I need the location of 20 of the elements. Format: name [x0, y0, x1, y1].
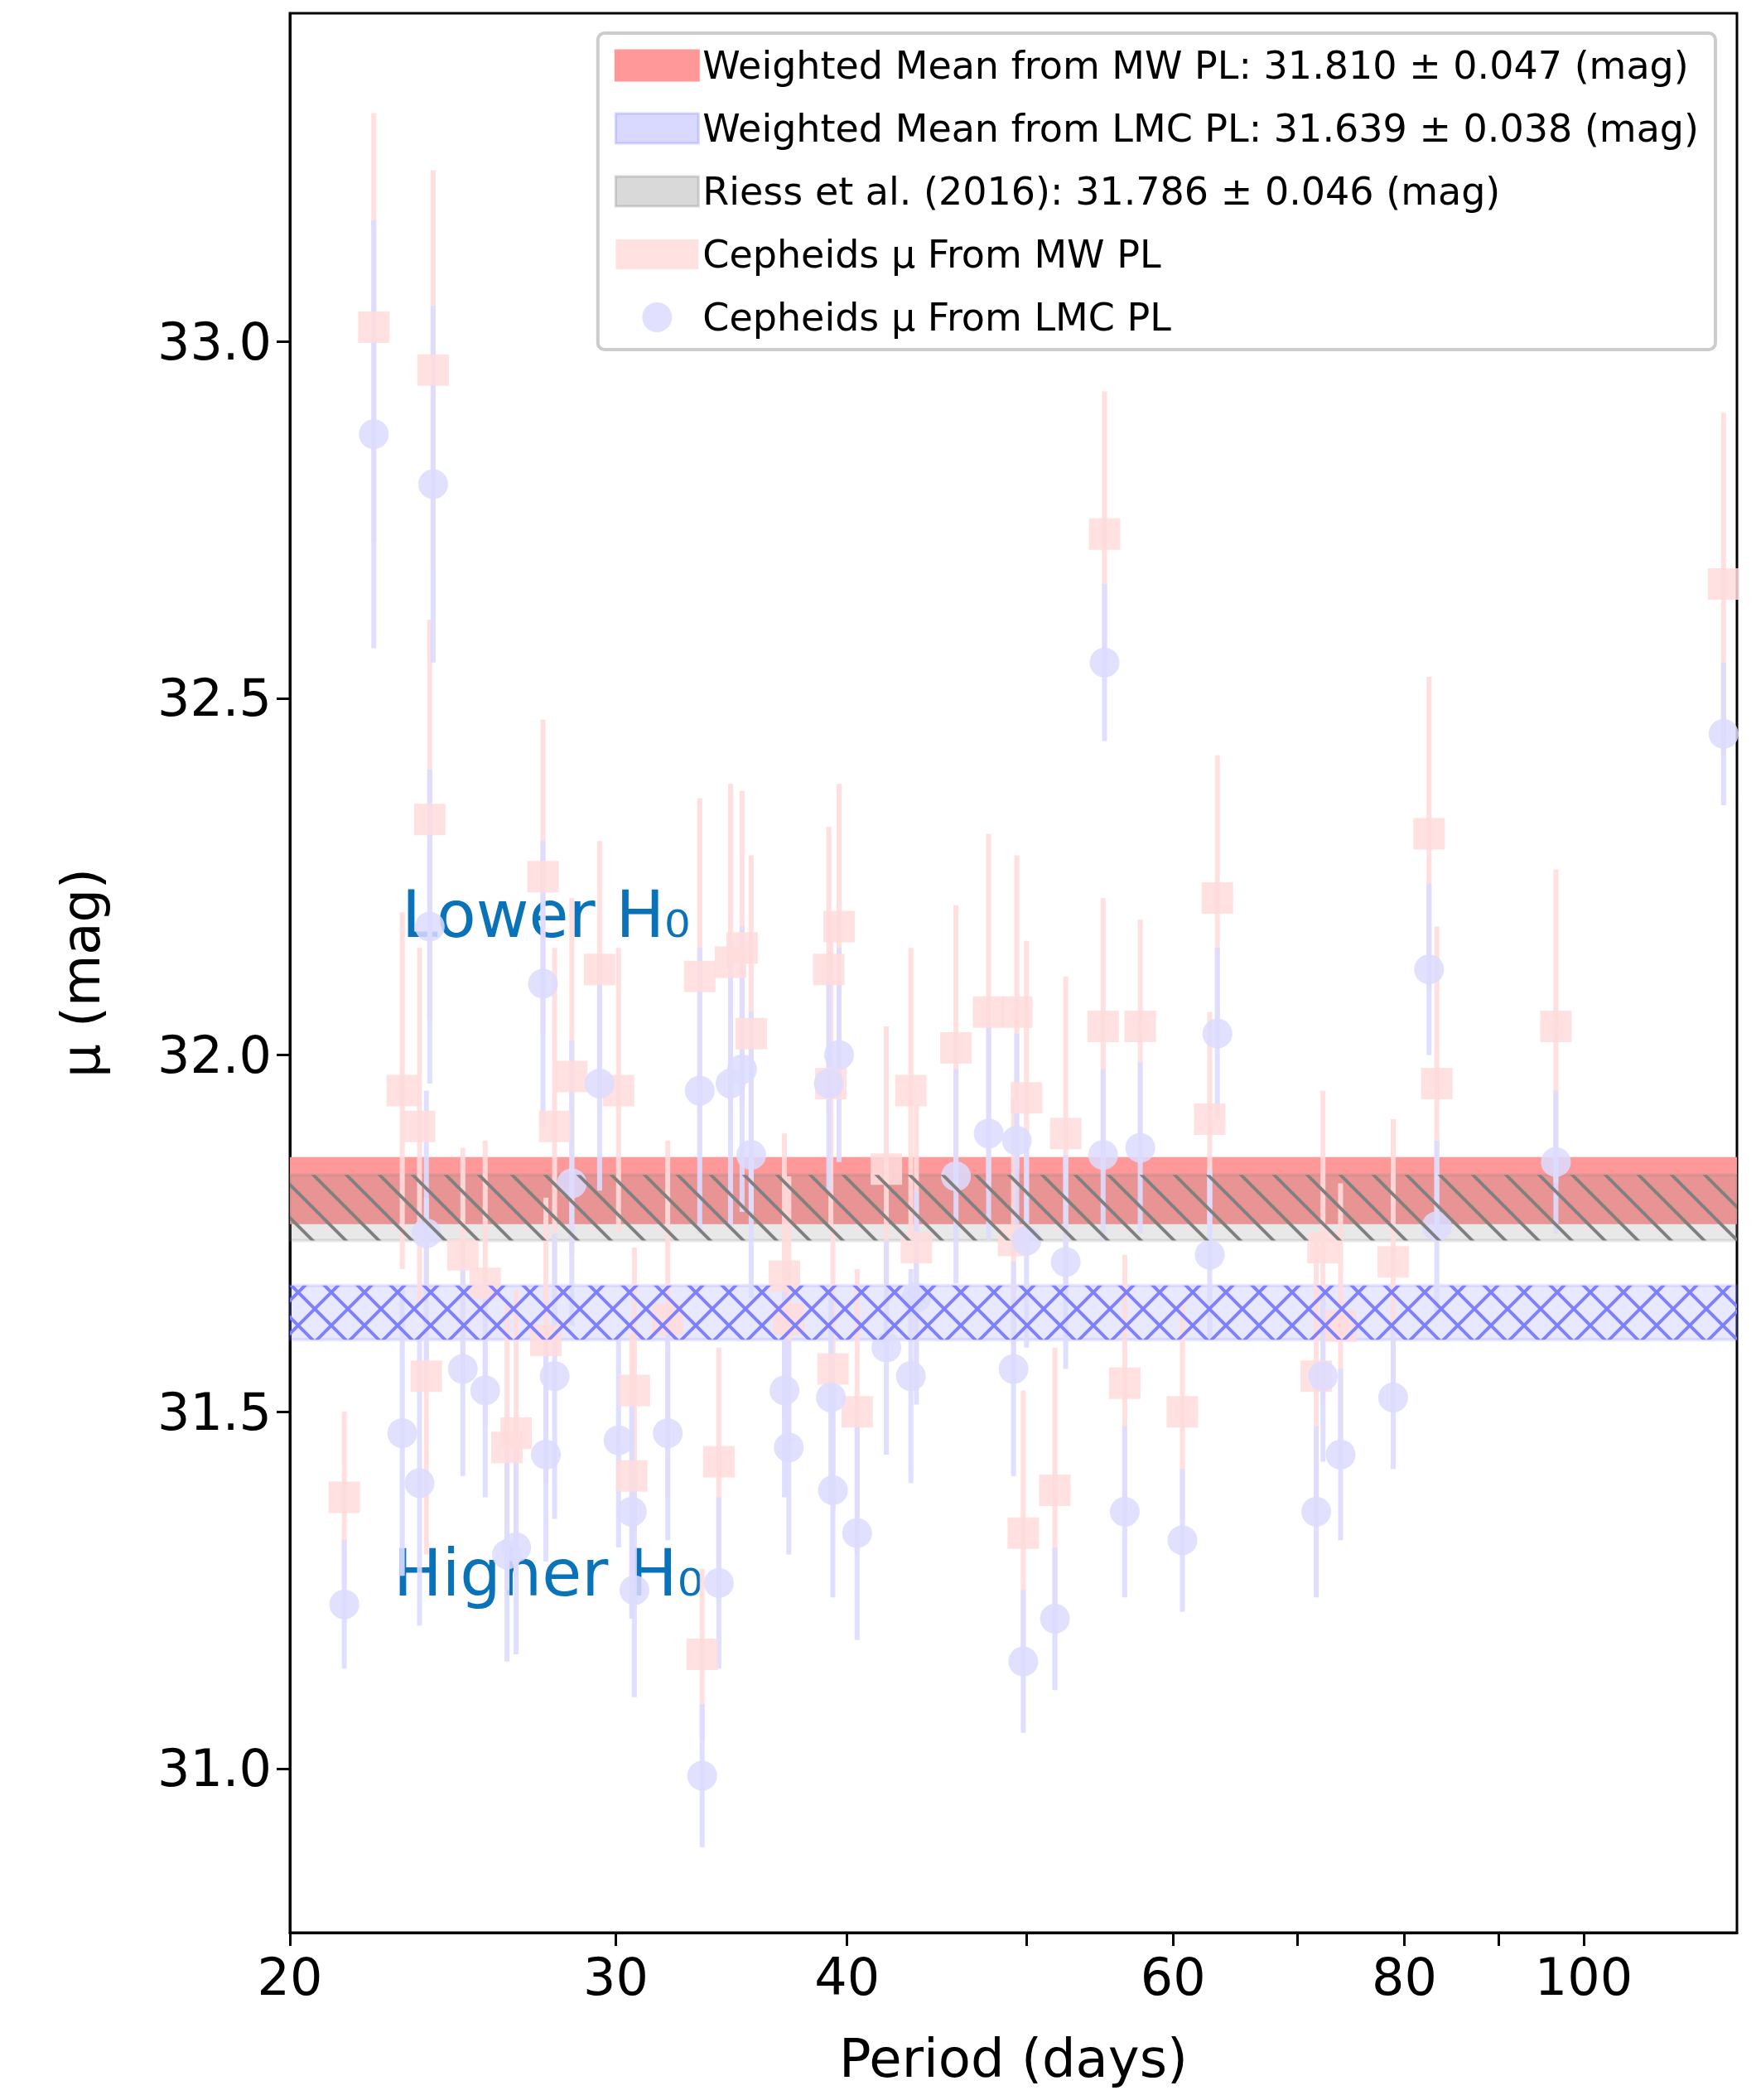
y-tick-label: 32.0 [157, 1025, 272, 1086]
y-axis-title: μ (mag) [51, 867, 112, 1079]
x-axis-title: Period (days) [839, 2028, 1188, 2089]
y-tick-label: 31.5 [157, 1381, 272, 1442]
x-tick-label: 80 [1371, 1946, 1437, 2007]
x-tick-label: 40 [814, 1946, 880, 2007]
x-tick-label: 20 [257, 1946, 323, 2007]
y-tick-label: 31.0 [157, 1738, 272, 1799]
legend-label: Riess et al. (2016): 31.786 ± 0.046 (mag) [702, 169, 1501, 214]
legend-label: Cepheids μ From MW PL [702, 232, 1161, 277]
legend-label: Cepheids μ From LMC PL [702, 295, 1172, 340]
x-tick-label: 60 [1140, 1946, 1206, 2007]
y-tick-label: 32.5 [157, 668, 272, 729]
x-tick-label: 30 [583, 1946, 649, 2007]
x-tick-label: 100 [1534, 1946, 1633, 2007]
annotation: Higher H₀ [393, 1536, 704, 1610]
legend-label: Weighted Mean from LMC PL: 31.639 ± 0.038 (mag) [702, 106, 1700, 151]
annotation: Lower H₀ [402, 877, 691, 952]
legend-label: Weighted Mean from MW PL: 31.810 ± 0.047 (mag) [702, 43, 1689, 88]
y-tick-label: 33.0 [157, 311, 272, 372]
